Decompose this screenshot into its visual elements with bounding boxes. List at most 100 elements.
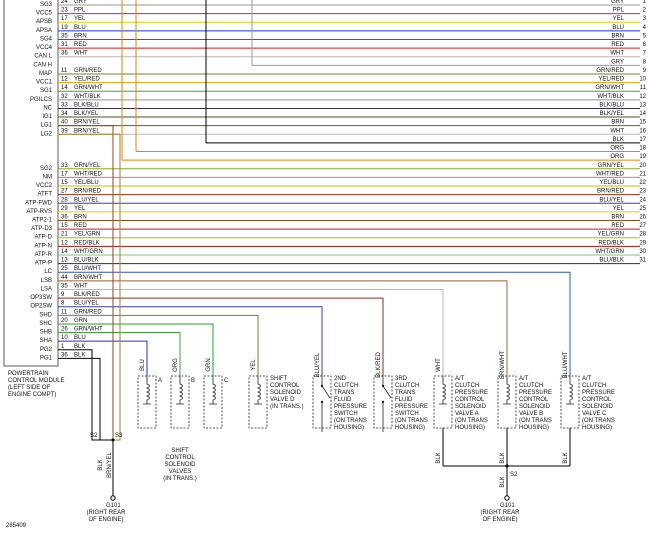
wire-label: RED — [611, 223, 624, 229]
component-label: VALVE A — [455, 411, 479, 417]
component-label: CONTROL — [582, 397, 612, 403]
pin-number: 7 — [643, 51, 647, 57]
pin-number: 34 — [61, 111, 68, 117]
wire-label: ORG — [173, 358, 179, 372]
pin-name: ATP2-1 — [32, 218, 53, 224]
pin-number: 40 — [61, 120, 68, 126]
wire-label: BLU — [140, 359, 146, 371]
pin-number: 29 — [61, 206, 68, 212]
pin-number: 27 — [61, 189, 68, 195]
pin-number: 31 — [61, 42, 68, 48]
solenoid-symbol — [254, 376, 262, 405]
wire-label: BLU/YEL — [315, 352, 321, 377]
component-label: HOUSING) — [582, 425, 612, 431]
pin-number: 24 — [639, 197, 646, 203]
pin-number: 8 — [61, 301, 65, 307]
component-label: SOLENOID — [519, 404, 551, 410]
pin-name: OP3SW — [30, 295, 52, 301]
splice-label: S2 — [510, 472, 518, 478]
wire-label: BLU/WHT — [74, 266, 101, 272]
wire-label: ORG — [610, 146, 624, 152]
wire-label: BLK/BLU — [599, 102, 624, 108]
pin-number: 25 — [639, 206, 646, 212]
pin-number: 36 — [61, 51, 68, 57]
component-label: FLUID — [334, 397, 352, 403]
pin-number: 26 — [639, 215, 646, 221]
pin-number: 10 — [61, 335, 68, 341]
wire-label: WHT/BLK — [74, 94, 101, 100]
pin-name: VCC5 — [36, 11, 53, 17]
pin-number: 39 — [61, 128, 68, 134]
pin-name: ATP-N — [34, 243, 52, 249]
pin-number: 32 — [61, 94, 68, 100]
wire-label: BLU/YEL — [74, 301, 99, 307]
valve-letter: A — [158, 378, 162, 384]
component-label: (ON TRANS — [519, 418, 552, 424]
wire — [58, 133, 121, 441]
component-label: PRESSURE — [455, 390, 488, 396]
pin-number: 20 — [639, 163, 646, 169]
valve-letter: C — [224, 378, 229, 384]
wire-label: BRN/RED — [74, 189, 102, 195]
pin-name: ATFT — [37, 192, 52, 198]
component-label: (ON TRANS — [334, 418, 367, 424]
pin-number: 19 — [639, 154, 646, 160]
splice-label: S2 — [90, 433, 98, 439]
pin-name: VCC1 — [36, 80, 53, 86]
component-label: PRESSURE — [395, 404, 428, 410]
solenoid-symbol — [503, 376, 511, 405]
splice — [111, 438, 115, 442]
wire-label: BRN — [74, 33, 87, 39]
module-label: POWERTRAIN — [8, 371, 49, 377]
wire-label: GRN/RED — [596, 68, 624, 74]
ground-label: OF ENGINE) — [482, 517, 517, 523]
contact — [320, 400, 324, 404]
wire-label: BLU/BLK — [599, 258, 624, 264]
component-label: HOUSING) — [334, 425, 364, 431]
component-label: VALVE B — [519, 411, 543, 417]
pin-name: MAP — [39, 71, 52, 77]
wire-label: BLK — [98, 459, 104, 470]
wire-label: BRN/WHT — [500, 351, 506, 379]
wire-label: PPL — [613, 8, 625, 14]
component-label: A/T — [455, 376, 465, 382]
component-label: (ON TRANS — [582, 418, 615, 424]
ground-label: (RIGHT REAR — [481, 510, 521, 516]
pin-number: 35 — [61, 33, 68, 39]
wire-label: BLK/RED — [376, 352, 382, 378]
pin-number: 8 — [643, 59, 647, 65]
ground — [110, 495, 116, 501]
wire — [58, 314, 259, 376]
wire-label: BLU/BLK — [74, 258, 99, 264]
pin-number: 27 — [639, 223, 646, 229]
wire-label: BRN — [611, 120, 624, 126]
pin-number: 9 — [61, 292, 65, 298]
pin-number: 3 — [643, 16, 647, 22]
wire-label: BLK — [436, 452, 442, 463]
wire-label: BRN — [611, 215, 624, 221]
component-label: A/T — [582, 376, 592, 382]
pin-number: 25 — [61, 266, 68, 272]
wire-label: BLK/BLU — [74, 102, 99, 108]
wire-label: PPL — [74, 8, 86, 14]
pin-number: 30 — [639, 249, 646, 255]
component-label: CLUTCH — [455, 383, 479, 389]
solenoid-symbol — [566, 376, 574, 405]
component-label: CLUTCH — [395, 383, 419, 389]
pin-number: 11 — [61, 309, 68, 315]
wire-label: WHT/GRN — [595, 249, 624, 255]
wire-label: GRY — [611, 0, 624, 5]
solenoid-symbol — [176, 376, 184, 405]
figure-id: 285409 — [6, 523, 27, 529]
wire-label: GRN/YEL — [74, 163, 101, 169]
ground-label: OF ENGINE) — [88, 517, 123, 523]
pin-name: SG3 — [40, 2, 53, 8]
ground-label: G101 — [500, 503, 515, 509]
pin-number: 17 — [639, 137, 646, 143]
wire-label: BRN/RED — [597, 189, 625, 195]
wire-label: BLK/YEL — [74, 111, 99, 117]
pin-number: 23 — [61, 8, 68, 14]
pin-number: 12 — [61, 240, 68, 246]
pin-number: 4 — [643, 25, 647, 31]
